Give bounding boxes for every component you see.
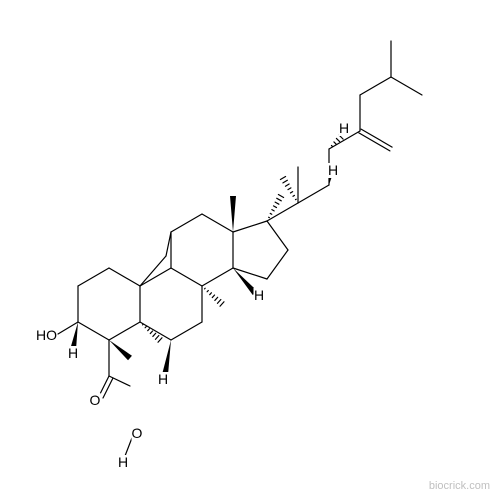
atom-label-HO: HO [36, 327, 57, 343]
molecule-diagram: HOHOOHHHHH [0, 0, 500, 500]
atom-label-H1: H [68, 345, 78, 361]
atom-label-H4: H [254, 287, 264, 303]
atom-label-H3: H [158, 371, 168, 387]
atom-label-H6: H [339, 120, 349, 136]
atom-label-H2: H [118, 454, 128, 470]
atom-label-O2: O [132, 425, 143, 441]
atom-label-O1: O [90, 392, 101, 408]
atom-label-H5: H [328, 162, 338, 178]
watermark-text: biocrick.com [429, 480, 490, 492]
